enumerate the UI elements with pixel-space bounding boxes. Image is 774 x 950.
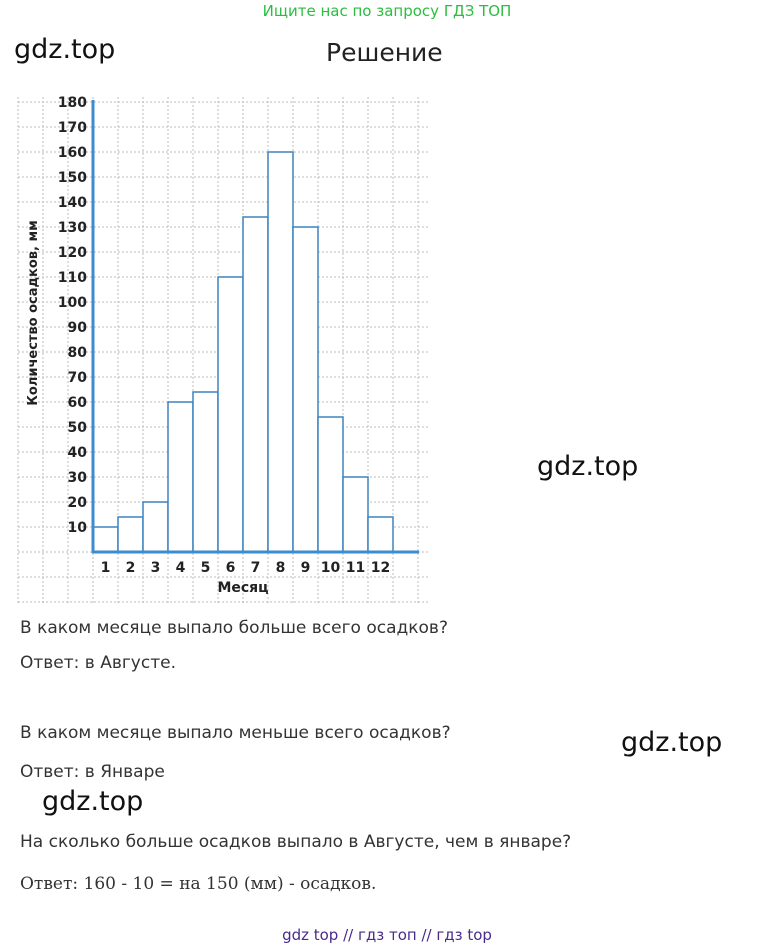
footer-links[interactable]: gdz top // гдз топ // гдз top	[282, 926, 492, 944]
bar	[142, 501, 169, 553]
bar	[342, 476, 369, 553]
x-tick-label: 4	[176, 560, 186, 576]
precipitation-chart: 1020304050607080901001101201301401501601…	[17, 95, 430, 604]
y-tick-label: 160	[58, 145, 87, 161]
y-axis-label: Количество осадков, мм	[26, 220, 41, 405]
bar	[217, 276, 244, 553]
y-tick-label: 70	[68, 370, 88, 386]
x-tick-label: 7	[251, 560, 261, 576]
bar	[167, 401, 194, 553]
x-tick-label: 2	[126, 560, 136, 576]
y-tick-label: 30	[68, 470, 88, 486]
x-tick-label: 8	[276, 560, 286, 576]
bar	[292, 226, 319, 553]
y-tick-label: 180	[58, 95, 87, 111]
question-1: В каком месяце выпало больше всего осадк…	[20, 618, 448, 638]
x-tick-label: 11	[346, 560, 365, 576]
bar	[317, 416, 344, 553]
watermark: gdz.top	[621, 727, 723, 758]
bar	[242, 216, 269, 553]
x-tick-label: 5	[201, 560, 211, 576]
bar	[117, 516, 144, 553]
search-hint[interactable]: Ищите нас по запросу ГДЗ ТОП	[262, 2, 512, 20]
y-tick-label: 170	[58, 120, 87, 136]
y-tick-label: 20	[68, 495, 88, 511]
question-2: В каком месяце выпало меньше всего осадк…	[20, 723, 451, 743]
x-tick-label: 6	[226, 560, 236, 576]
answer-3: Ответ: 160 - 10 = на 150 (мм) - осадков.	[20, 874, 377, 894]
answer-1: Ответ: в Августе.	[20, 653, 176, 673]
bar	[367, 516, 394, 553]
y-tick-label: 40	[68, 445, 88, 461]
x-axis-label: Месяц	[217, 580, 268, 596]
y-tick-label: 140	[58, 195, 87, 211]
y-tick-label: 130	[58, 220, 87, 236]
answer-2: Ответ: в Январе	[20, 762, 165, 782]
y-tick-label: 90	[68, 320, 88, 336]
y-tick-label: 80	[68, 345, 88, 361]
question-3: На сколько больше осадков выпало в Авгус…	[20, 832, 572, 852]
x-tick-label: 12	[371, 560, 390, 576]
x-tick-label: 3	[151, 560, 161, 576]
y-tick-label: 120	[58, 245, 87, 261]
watermark: gdz.top	[14, 34, 116, 65]
y-tick-label: 110	[58, 270, 87, 286]
watermark: gdz.top	[42, 786, 144, 817]
bar	[267, 151, 294, 553]
watermark: gdz.top	[537, 451, 639, 482]
bar	[192, 391, 219, 553]
bar	[92, 526, 119, 553]
y-tick-label: 10	[68, 520, 88, 536]
y-tick-label: 150	[58, 170, 87, 186]
y-tick-label: 60	[68, 395, 88, 411]
x-tick-label: 9	[301, 560, 311, 576]
y-tick-label: 100	[58, 295, 87, 311]
page-title: Решение	[326, 38, 443, 67]
y-tick-label: 50	[68, 420, 88, 436]
x-tick-label: 10	[321, 560, 341, 576]
x-tick-label: 1	[101, 560, 111, 576]
